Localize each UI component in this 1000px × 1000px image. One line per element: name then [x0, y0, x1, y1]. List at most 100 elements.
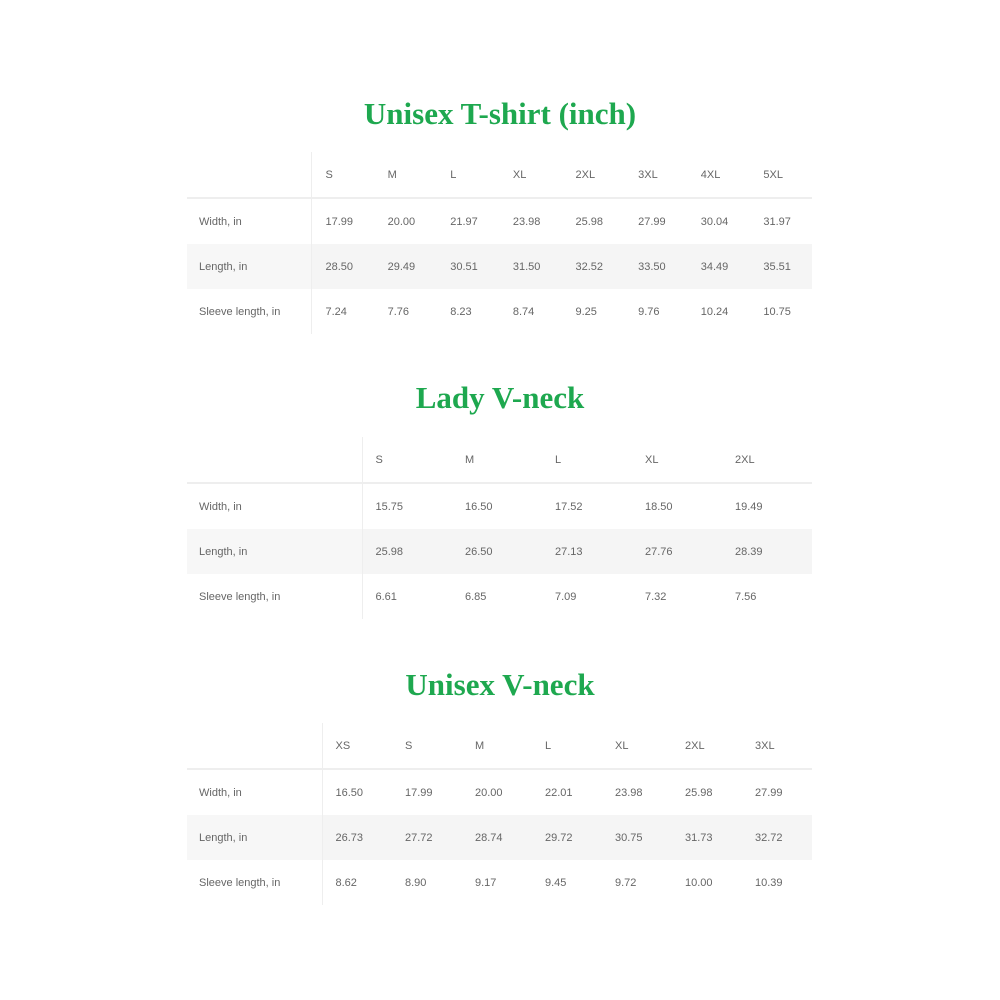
measurement-cell: 18.50 [645, 500, 673, 513]
measurement-cell: 29.72 [532, 815, 602, 860]
table-row: Sleeve length, in 7.24 7.76 8.23 8.74 9.25 9.7… [187, 289, 812, 334]
lady-vneck-size-table: S M L XL 2XL Width, in 15.75 16.50 17.52 18.50 19.… [187, 437, 812, 619]
row-label: Length, in [187, 815, 323, 860]
measurement-cell: 27.13 [542, 529, 632, 574]
measurement-cell: 27.99 [755, 786, 783, 799]
measurement-cell: 15.75 [375, 500, 404, 513]
size-header-cell: XL [498, 152, 562, 199]
row-label: Sleeve length, in [187, 860, 323, 905]
table-row: Sleeve length, in 8.62 8.90 9.17 9.45 9.72 10.… [187, 860, 812, 905]
size-header-cell: XL [602, 723, 672, 770]
measurement-cell: 8.23 [450, 305, 472, 318]
row-label: Length, in [187, 244, 312, 289]
measurement-cell: 7.09 [555, 590, 577, 603]
measurement-cell: 17.52 [555, 500, 583, 513]
size-header-cell: 2XL [561, 152, 625, 199]
unisex-tshirt-size-table: S M L XL 2XL 3XL 4XL 5XL Width, in 17.99 20.00 21.9… [187, 152, 812, 334]
unisex-tshirt-title: Unisex T-shirt (inch) [363, 96, 637, 131]
measurement-cell: 30.04 [700, 215, 729, 228]
size-header-cell: M [462, 723, 532, 770]
measurement-cell: 8.62 [335, 876, 357, 889]
measurement-cell: 34.49 [686, 244, 750, 289]
measurement-cell: 30.75 [602, 815, 672, 860]
header-row: S M L XL 2XL 3XL 4XL 5XL [187, 152, 812, 199]
row-label: Width, in [187, 198, 312, 244]
size-header-cell: 2XL [722, 437, 812, 484]
measurement-cell: 22.01 [545, 786, 573, 799]
measurement-cell: 28.74 [462, 815, 532, 860]
measurement-cell: 10.24 [700, 305, 729, 318]
size-header-cell: XS [322, 723, 392, 770]
measurement-cell: 9.45 [545, 876, 567, 889]
table-row: Length, in 28.50 29.49 30.51 31.50 32.52 33.50… [187, 244, 812, 289]
measurement-cell: 23.98 [512, 215, 541, 228]
measurement-cell: 27.99 [638, 215, 666, 228]
measurement-cell: 30.51 [436, 244, 499, 289]
empty-header-cell [187, 437, 363, 484]
measurement-cell: 31.73 [672, 815, 742, 860]
size-header-cell: S [362, 437, 452, 484]
unisex-vneck-size-table: XS S M L XL 2XL 3XL Width, in 16.50 17.99 20.00 22.… [187, 723, 812, 905]
measurement-cell: 33.50 [624, 244, 687, 289]
measurement-cell: 10.75 [763, 305, 791, 318]
measurement-cell: 6.61 [375, 590, 397, 603]
measurement-cell: 27.72 [392, 815, 462, 860]
measurement-cell: 20.00 [387, 215, 416, 228]
size-header-cell: L [532, 723, 602, 770]
row-label: Sleeve length, in [187, 574, 363, 619]
measurement-cell: 25.98 [575, 215, 604, 228]
table-row: Width, in 16.50 17.99 20.00 22.01 23.98 25.98 2… [187, 769, 812, 815]
measurement-cell: 26.50 [452, 529, 542, 574]
measurement-cell: 32.52 [561, 244, 625, 289]
size-header-cell: L [436, 152, 499, 199]
row-label: Sleeve length, in [187, 289, 312, 334]
table-row: Length, in 26.73 27.72 28.74 29.72 30.75 31.73… [187, 815, 812, 860]
measurement-cell: 8.74 [512, 305, 535, 318]
measurement-cell: 9.25 [575, 305, 597, 318]
measurement-cell: 10.39 [755, 876, 783, 889]
size-header-cell: L [542, 437, 632, 484]
size-header-cell: XL [632, 437, 722, 484]
size-header-cell: S [311, 152, 374, 199]
table-row: Width, in 17.99 20.00 21.97 23.98 25.98 27.99 3… [187, 198, 812, 244]
measurement-cell: 25.98 [685, 786, 713, 799]
measurement-cell: 9.76 [638, 305, 660, 318]
lady-vneck-title: Lady V-neck [415, 380, 585, 415]
size-header-cell: 3XL [624, 152, 687, 199]
measurement-cell: 7.76 [387, 305, 410, 318]
measurement-cell: 9.72 [615, 876, 637, 889]
size-header-cell: 5XL [749, 152, 812, 199]
measurement-cell: 8.90 [405, 876, 427, 889]
table-row: Sleeve length, in 6.61 6.85 7.09 7.32 7.56 [187, 574, 812, 619]
size-header-cell: 3XL [742, 723, 812, 770]
size-header-cell: M [452, 437, 542, 484]
measurement-cell: 35.51 [749, 244, 812, 289]
measurement-cell: 17.99 [405, 786, 433, 799]
measurement-cell: 26.73 [322, 815, 392, 860]
size-header-cell: M [373, 152, 437, 199]
measurement-cell: 16.50 [465, 500, 493, 513]
measurement-cell: 28.50 [311, 244, 374, 289]
header-row: S M L XL 2XL [187, 437, 812, 484]
size-header-cell: S [392, 723, 462, 770]
measurement-cell: 20.00 [475, 786, 503, 799]
measurement-cell: 21.97 [450, 215, 478, 228]
empty-header-cell [187, 723, 323, 770]
measurement-cell: 10.00 [685, 876, 713, 889]
row-label: Width, in [187, 483, 363, 529]
table-row: Length, in 25.98 26.50 27.13 27.76 28.39 [187, 529, 812, 574]
measurement-cell: 28.39 [722, 529, 812, 574]
measurement-cell: 7.24 [325, 305, 347, 318]
measurement-cell: 16.50 [335, 786, 364, 799]
measurement-cell: 7.32 [645, 590, 667, 603]
measurement-cell: 19.49 [735, 500, 763, 513]
measurement-cell: 29.49 [373, 244, 437, 289]
row-label: Width, in [187, 769, 323, 815]
measurement-cell: 6.85 [465, 590, 487, 603]
measurement-cell: 9.17 [475, 876, 497, 889]
measurement-cell: 27.76 [632, 529, 722, 574]
size-header-cell: 2XL [672, 723, 742, 770]
measurement-cell: 17.99 [325, 215, 354, 228]
table-row: Width, in 15.75 16.50 17.52 18.50 19.49 [187, 483, 812, 529]
size-header-cell: 4XL [686, 152, 750, 199]
